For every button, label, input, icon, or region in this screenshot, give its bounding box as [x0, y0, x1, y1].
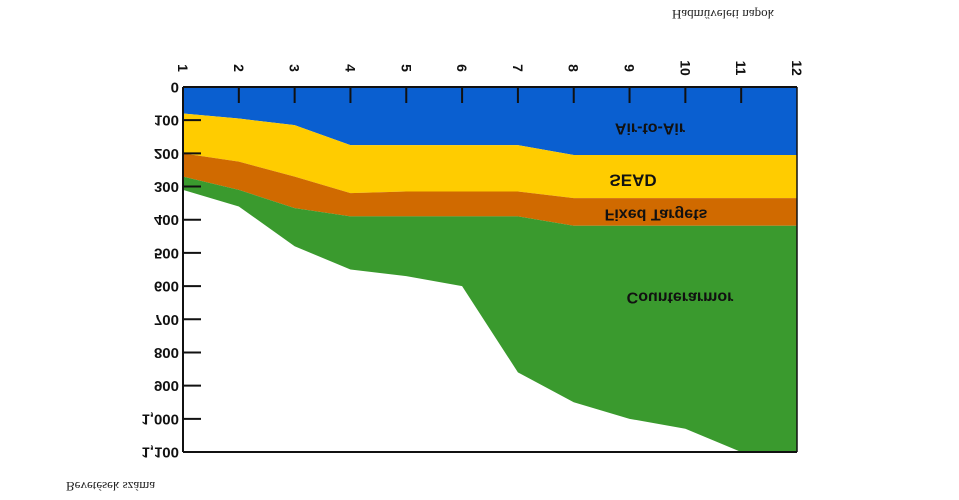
x-tick-label: 5 [398, 64, 414, 72]
y-tick-label: 1,000 [141, 410, 179, 427]
x-tick-label: 2 [231, 64, 247, 72]
x-tick-marks [237, 87, 743, 103]
x-tick-label: 9 [622, 64, 638, 72]
series-label-air-to-air: Air-to-Air [615, 120, 685, 137]
x-axis-title: Hadműveleti napok [672, 7, 775, 22]
y-tick-label: 500 [154, 244, 179, 261]
x-tick-label: 8 [566, 64, 582, 72]
series-label-counterarmor: Counterarmor [627, 289, 734, 306]
series-label-fixed-targets: Fixed Targets [605, 206, 708, 223]
y-tick-label: 200 [154, 145, 179, 162]
plot-frame [182, 86, 798, 453]
series-label-sead: SEAD [609, 171, 656, 190]
y-axis-title: Bevetések száma [66, 479, 156, 494]
x-tick-label: 10 [677, 60, 693, 76]
x-tick-label: 7 [510, 64, 526, 72]
x-tick-label: 3 [287, 64, 303, 72]
y-tick-label: 800 [154, 344, 179, 361]
y-tick-label: 1,100 [141, 444, 179, 461]
x-tick-label: 4 [342, 64, 358, 72]
area-counterarmor [183, 176, 797, 452]
series-labels: Air-to-Air SEAD Fixed Targets Counterarmor [605, 120, 734, 306]
y-tick-label: 400 [154, 211, 179, 228]
y-tick-label: 700 [154, 311, 179, 328]
x-tick-label: 12 [789, 60, 805, 76]
x-tick-label: 6 [454, 64, 470, 72]
y-tick-label: 600 [154, 278, 179, 295]
area-air-to-air [183, 87, 797, 156]
y-tick-label: 100 [154, 112, 179, 129]
area-layers [183, 87, 797, 452]
x-axis-ticks: 1 2 3 4 5 6 7 8 9 10 11 12 [175, 60, 805, 76]
y-tick-label: 0 [171, 79, 179, 96]
y-tick-label: 900 [154, 377, 179, 394]
y-tick-label: 300 [154, 178, 179, 195]
x-tick-label: 1 [175, 64, 191, 72]
x-tick-label: 11 [733, 61, 749, 76]
area-sead [183, 113, 797, 199]
y-axis-ticks: 0 100 200 300 400 500 600 700 800 900 1,000 1,100 [141, 79, 201, 461]
area-fixed-targets [183, 153, 797, 226]
